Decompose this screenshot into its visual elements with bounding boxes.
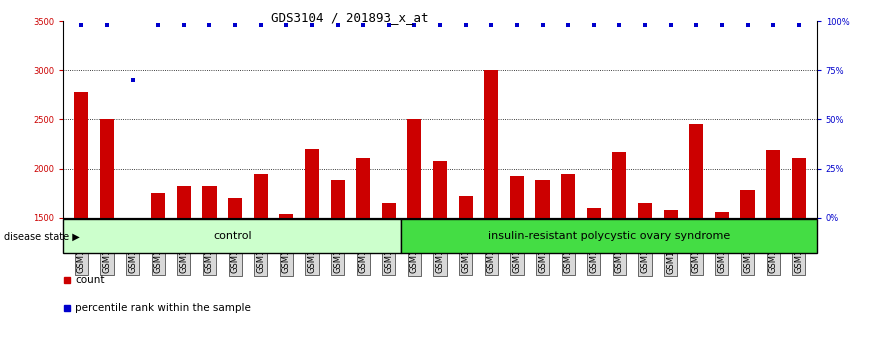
Point	[663, 22, 677, 28]
Point	[330, 22, 344, 28]
Point	[228, 22, 242, 28]
Bar	[587, 208, 601, 354]
Point	[74, 22, 88, 28]
Point	[792, 22, 806, 28]
Bar	[152, 193, 166, 354]
Point	[689, 22, 703, 28]
Bar	[279, 214, 293, 354]
Text: control: control	[213, 231, 252, 241]
Point	[740, 22, 754, 28]
Bar	[740, 190, 754, 354]
Point	[766, 22, 781, 28]
Point	[714, 22, 729, 28]
Point	[612, 22, 626, 28]
Bar	[305, 149, 319, 354]
Bar	[459, 196, 473, 354]
Bar	[714, 212, 729, 354]
Point	[433, 22, 447, 28]
Point	[381, 22, 396, 28]
Bar	[689, 124, 703, 354]
Bar	[663, 210, 677, 354]
Bar	[536, 181, 550, 354]
Point	[536, 22, 550, 28]
Point	[126, 77, 140, 83]
Point	[510, 22, 524, 28]
Bar	[792, 158, 806, 354]
Bar	[63, 219, 401, 253]
Bar	[561, 173, 575, 354]
Text: count: count	[75, 275, 105, 285]
Point	[638, 22, 652, 28]
Point	[356, 22, 370, 28]
Point	[587, 22, 601, 28]
Text: GDS3104 / 201893_x_at: GDS3104 / 201893_x_at	[271, 11, 428, 24]
Bar	[177, 186, 191, 354]
Text: percentile rank within the sample: percentile rank within the sample	[75, 303, 251, 313]
Text: insulin-resistant polycystic ovary syndrome: insulin-resistant polycystic ovary syndr…	[488, 231, 730, 241]
Bar	[254, 173, 268, 354]
Bar	[356, 158, 370, 354]
Point	[407, 22, 421, 28]
Bar	[485, 70, 499, 354]
Bar	[228, 198, 242, 354]
Point	[152, 22, 166, 28]
Point	[177, 22, 191, 28]
Point	[459, 22, 473, 28]
Bar	[510, 176, 524, 354]
Bar	[407, 120, 421, 354]
Bar	[766, 150, 781, 354]
Bar	[612, 152, 626, 354]
Bar	[638, 203, 652, 354]
Point	[561, 22, 575, 28]
Bar	[401, 219, 817, 253]
Point	[485, 22, 499, 28]
Point	[254, 22, 268, 28]
Bar	[203, 186, 217, 354]
Bar	[126, 224, 140, 354]
Point	[203, 22, 217, 28]
Bar	[433, 161, 447, 354]
Bar	[330, 181, 344, 354]
Text: disease state ▶: disease state ▶	[4, 231, 79, 241]
Bar	[100, 120, 114, 354]
Point	[305, 22, 319, 28]
Point	[100, 22, 114, 28]
Bar	[381, 203, 396, 354]
Point	[279, 22, 293, 28]
Bar	[74, 92, 88, 354]
